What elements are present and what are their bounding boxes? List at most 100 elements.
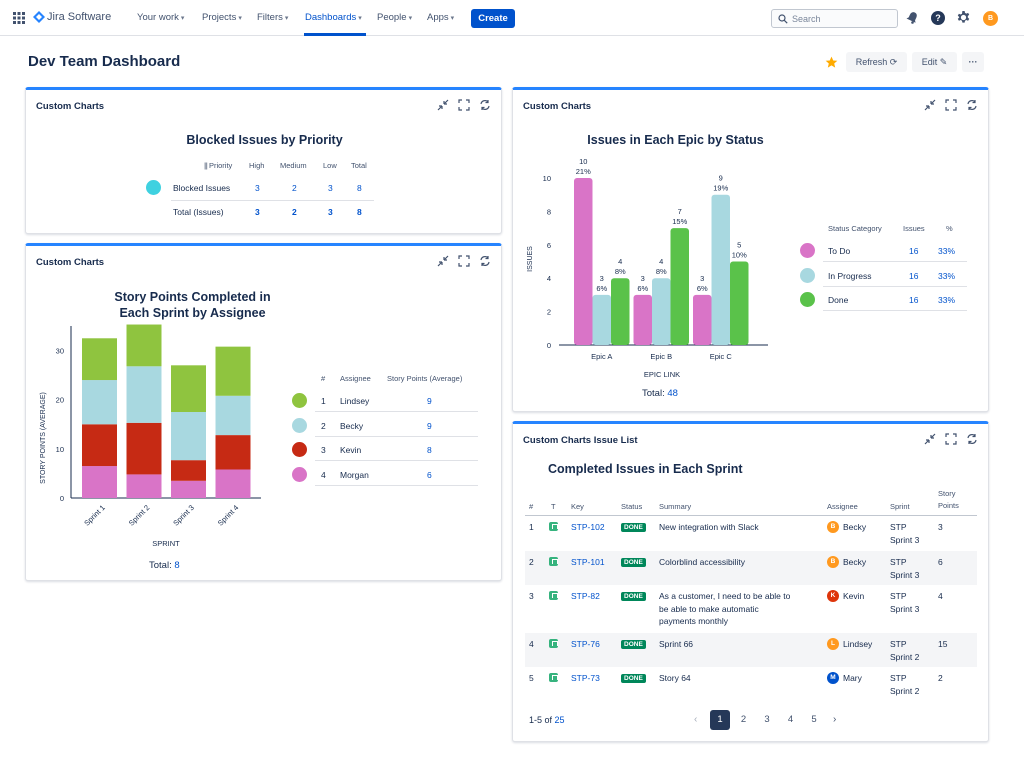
cell-blocked-medium[interactable]: 2 — [292, 183, 297, 193]
minimize-icon[interactable] — [924, 99, 936, 111]
bar-segment-lindsey[interactable] — [215, 346, 251, 396]
bar-to-do[interactable] — [633, 294, 653, 345]
issues-percent[interactable]: 33% — [938, 295, 956, 305]
jira-logo-icon[interactable] — [33, 11, 45, 25]
settings-gear-icon[interactable] — [956, 10, 971, 27]
total-value[interactable]: 48 — [667, 388, 678, 399]
star-icon[interactable] — [825, 56, 838, 71]
story-points-value[interactable]: 9 — [427, 420, 432, 431]
cell-total-medium[interactable]: 2 — [292, 207, 297, 217]
story-points-value[interactable]: 6 — [427, 469, 432, 480]
col-header-story-points-l2[interactable]: Points — [938, 501, 959, 510]
minimize-icon[interactable] — [924, 433, 936, 445]
refresh-icon[interactable] — [966, 433, 978, 445]
bar-in-progress[interactable] — [652, 278, 671, 345]
refresh-icon[interactable] — [479, 99, 491, 111]
bar-segment-morgan[interactable] — [171, 480, 206, 498]
refresh-icon[interactable] — [479, 255, 491, 267]
bar-to-do[interactable] — [574, 178, 593, 345]
bar-in-progress[interactable] — [592, 294, 612, 345]
story-points-value[interactable]: 8 — [427, 445, 432, 455]
bar-segment-morgan[interactable] — [126, 474, 162, 498]
fullscreen-icon[interactable] — [458, 99, 470, 111]
bar-to-do[interactable] — [693, 294, 712, 345]
col-header-story-points-l1[interactable]: Story — [938, 489, 956, 498]
range-total[interactable]: 25 — [554, 715, 565, 725]
nav-filters[interactable]: Filters ▾ — [257, 12, 288, 23]
cell-blocked-low[interactable]: 3 — [328, 183, 333, 193]
bar-done[interactable] — [670, 228, 690, 345]
issue-key-link[interactable]: STP-82 — [571, 591, 600, 601]
fullscreen-icon[interactable] — [945, 433, 957, 445]
bar-segment-kevin[interactable] — [82, 424, 117, 467]
fullscreen-icon[interactable] — [458, 255, 470, 267]
bar-segment-becky[interactable] — [126, 366, 162, 423]
col-header-status[interactable]: Status — [621, 502, 643, 511]
issues-count[interactable]: 16 — [909, 270, 919, 281]
bar-segment-lindsey[interactable] — [126, 324, 162, 367]
notifications-icon[interactable] — [906, 11, 919, 26]
x-tick-label: Sprint 3 — [171, 503, 196, 528]
bar-done[interactable] — [730, 261, 749, 346]
col-header-assignee[interactable]: Assignee — [827, 502, 858, 511]
page-5-button[interactable]: 5 — [811, 714, 817, 725]
nav-dashboards[interactable]: Dashboards ▾ — [305, 12, 362, 23]
minimize-icon[interactable] — [437, 255, 449, 267]
nav-your-work[interactable]: Your work ▾ — [137, 12, 184, 23]
cell-total-high[interactable]: 3 — [255, 207, 260, 217]
product-name[interactable]: Jira Software — [47, 11, 112, 23]
help-icon[interactable]: ? — [931, 11, 945, 25]
story-points-value[interactable]: 9 — [427, 396, 432, 406]
page-3-button[interactable]: 3 — [764, 714, 770, 725]
issues-percent[interactable]: 33% — [938, 246, 956, 256]
bar-segment-becky[interactable] — [82, 380, 117, 425]
refresh-icon[interactable] — [966, 99, 978, 111]
col-header-number: # — [529, 502, 534, 511]
issues-count[interactable]: 16 — [909, 246, 919, 256]
col-header-sprint[interactable]: Sprint — [890, 502, 910, 511]
issues-count[interactable]: 16 — [909, 295, 919, 305]
bar-segment-becky[interactable] — [171, 412, 206, 461]
refresh-button[interactable]: Refresh ⟳ — [846, 52, 907, 72]
cell-blocked-high[interactable]: 3 — [255, 183, 260, 193]
col-header-summary[interactable]: Summary — [659, 502, 692, 511]
cell-total-low[interactable]: 3 — [328, 207, 333, 217]
minimize-icon[interactable] — [437, 99, 449, 111]
page-1-button[interactable]: 1 — [710, 710, 730, 730]
user-avatar[interactable]: B — [983, 11, 998, 26]
bar-done[interactable] — [611, 278, 630, 345]
total-value[interactable]: 8 — [174, 560, 180, 571]
issues-percent[interactable]: 33% — [938, 270, 956, 281]
bar-segment-lindsey[interactable] — [82, 338, 117, 381]
issue-key-link[interactable]: STP-73 — [571, 673, 600, 683]
page-4-button[interactable]: 4 — [787, 714, 794, 725]
bar-segment-morgan[interactable] — [82, 466, 117, 498]
edit-button[interactable]: Edit ✎ — [912, 52, 957, 72]
col-header-key[interactable]: Key — [571, 502, 584, 511]
issue-key-link[interactable]: STP-101 — [571, 557, 605, 567]
search-input[interactable]: Search — [771, 9, 898, 28]
bar-in-progress[interactable] — [711, 194, 731, 345]
bar-segment-kevin[interactable] — [171, 460, 206, 481]
bar-segment-becky[interactable] — [215, 395, 251, 436]
issue-key-link[interactable]: STP-102 — [571, 522, 605, 532]
table-row[interactable] — [525, 551, 977, 585]
nav-people[interactable]: People ▾ — [377, 12, 412, 23]
fullscreen-icon[interactable] — [945, 99, 957, 111]
table-row[interactable] — [525, 633, 977, 667]
cell-total-total[interactable]: 8 — [357, 207, 362, 217]
bar-segment-kevin[interactable] — [215, 435, 251, 470]
nav-projects[interactable]: Projects ▾ — [202, 12, 242, 23]
more-actions-button[interactable]: ··· — [962, 52, 984, 72]
create-button[interactable]: Create — [471, 9, 515, 28]
nav-apps[interactable]: Apps ▾ — [427, 12, 454, 23]
cell-blocked-total[interactable]: 8 — [357, 183, 362, 193]
bar-segment-lindsey[interactable] — [171, 365, 206, 412]
prev-page-icon[interactable]: ‹ — [694, 714, 698, 725]
page-2-button[interactable]: 2 — [740, 714, 747, 725]
app-switcher-icon[interactable] — [13, 12, 25, 26]
issue-key-link[interactable]: STP-76 — [571, 639, 600, 649]
next-page-icon[interactable]: › — [833, 714, 837, 725]
bar-segment-kevin[interactable] — [126, 422, 162, 475]
bar-segment-morgan[interactable] — [215, 469, 251, 498]
